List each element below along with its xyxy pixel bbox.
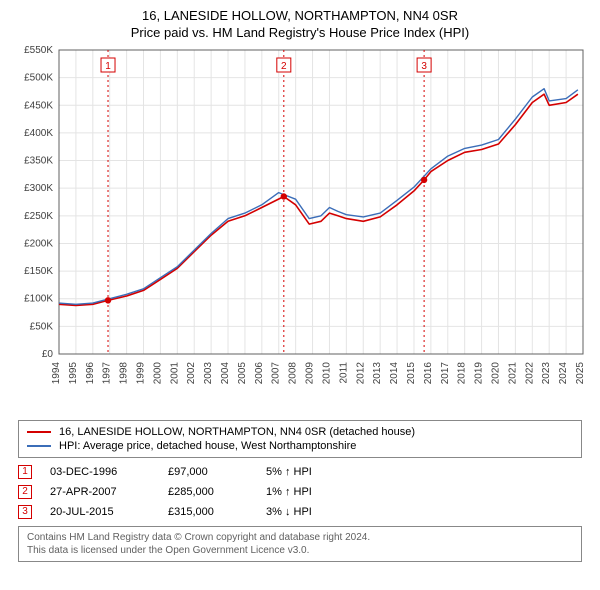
svg-text:£200K: £200K — [24, 238, 53, 249]
svg-text:£100K: £100K — [24, 294, 53, 305]
svg-text:£300K: £300K — [24, 183, 53, 194]
legend-row-property: 16, LANESIDE HOLLOW, NORTHAMPTON, NN4 0S… — [27, 425, 573, 439]
svg-text:1999: 1999 — [136, 362, 147, 385]
svg-text:2023: 2023 — [541, 362, 552, 385]
svg-text:2001: 2001 — [169, 362, 180, 385]
svg-text:2011: 2011 — [338, 362, 349, 384]
svg-text:2013: 2013 — [372, 362, 383, 385]
event-price-1: £97,000 — [168, 466, 248, 478]
legend-label-property: 16, LANESIDE HOLLOW, NORTHAMPTON, NN4 0S… — [59, 426, 415, 438]
event-date-2: 27-APR-2007 — [50, 486, 150, 498]
svg-text:2003: 2003 — [203, 362, 214, 385]
chart-container: 16, LANESIDE HOLLOW, NORTHAMPTON, NN4 0S… — [0, 0, 600, 590]
svg-text:2025: 2025 — [575, 362, 586, 385]
svg-text:£50K: £50K — [30, 321, 54, 332]
footer-line1: Contains HM Land Registry data © Crown c… — [27, 531, 573, 544]
chart-area: £0 £50K £100K £150K £200K £250K £300K £350K £400… — [11, 46, 589, 414]
svg-text:1995: 1995 — [68, 362, 79, 385]
svg-text:3: 3 — [421, 61, 427, 72]
title-subtitle: Price paid vs. HM Land Registry's House … — [10, 25, 590, 40]
svg-text:2007: 2007 — [271, 362, 282, 385]
event-delta-1: 5% ↑ HPI — [266, 466, 366, 478]
svg-text:2: 2 — [281, 61, 287, 72]
svg-text:2004: 2004 — [220, 362, 231, 385]
svg-text:2010: 2010 — [321, 362, 332, 385]
legend-row-hpi: HPI: Average price, detached house, West… — [27, 439, 573, 453]
svg-text:2021: 2021 — [507, 362, 518, 385]
svg-text:2017: 2017 — [440, 362, 451, 385]
footer-line2: This data is licensed under the Open Gov… — [27, 544, 573, 557]
svg-text:2012: 2012 — [355, 362, 366, 385]
svg-text:2015: 2015 — [406, 362, 417, 385]
event-marker-3: 3 — [18, 505, 32, 519]
svg-text:£350K: £350K — [24, 156, 53, 167]
svg-text:2020: 2020 — [490, 362, 501, 385]
svg-text:£150K: £150K — [24, 266, 53, 277]
title-address: 16, LANESIDE HOLLOW, NORTHAMPTON, NN4 0S… — [10, 8, 590, 23]
svg-text:2022: 2022 — [524, 362, 535, 385]
svg-text:£250K: £250K — [24, 211, 53, 222]
event-date-3: 20-JUL-2015 — [50, 506, 150, 518]
event-row-2: 2 27-APR-2007 £285,000 1% ↑ HPI — [18, 482, 582, 502]
svg-text:1997: 1997 — [102, 362, 113, 385]
event-row-3: 3 20-JUL-2015 £315,000 3% ↓ HPI — [18, 502, 582, 522]
svg-text:2018: 2018 — [457, 362, 468, 385]
legend-swatch-property — [27, 431, 51, 433]
svg-text:£550K: £550K — [24, 46, 53, 56]
events-table: 1 03-DEC-1996 £97,000 5% ↑ HPI 2 27-APR-… — [18, 462, 582, 522]
title-block: 16, LANESIDE HOLLOW, NORTHAMPTON, NN4 0S… — [10, 8, 590, 40]
event-price-2: £285,000 — [168, 486, 248, 498]
svg-text:2000: 2000 — [152, 362, 163, 385]
event-delta-3: 3% ↓ HPI — [266, 506, 366, 518]
svg-text:2005: 2005 — [237, 362, 248, 385]
event-date-1: 03-DEC-1996 — [50, 466, 150, 478]
legend-label-hpi: HPI: Average price, detached house, West… — [59, 440, 356, 452]
svg-text:£450K: £450K — [24, 100, 53, 111]
line-chart-svg: £0 £50K £100K £150K £200K £250K £300K £350K £400… — [11, 46, 589, 414]
svg-text:2016: 2016 — [423, 362, 434, 385]
event-delta-2: 1% ↑ HPI — [266, 486, 366, 498]
svg-text:£400K: £400K — [24, 128, 53, 139]
event-marker-1: 1 — [18, 465, 32, 479]
svg-text:2024: 2024 — [558, 362, 569, 385]
svg-text:1994: 1994 — [51, 362, 62, 385]
svg-text:2002: 2002 — [186, 362, 197, 385]
event-marker-2: 2 — [18, 485, 32, 499]
svg-text:1998: 1998 — [119, 362, 130, 385]
legend-swatch-hpi — [27, 445, 51, 447]
event-row-1: 1 03-DEC-1996 £97,000 5% ↑ HPI — [18, 462, 582, 482]
svg-text:2006: 2006 — [254, 362, 265, 385]
svg-text:2019: 2019 — [474, 362, 485, 385]
svg-text:£500K: £500K — [24, 73, 53, 84]
svg-text:1996: 1996 — [85, 362, 96, 385]
legend: 16, LANESIDE HOLLOW, NORTHAMPTON, NN4 0S… — [18, 420, 582, 458]
svg-text:£0: £0 — [42, 349, 54, 360]
svg-text:2009: 2009 — [305, 362, 316, 385]
svg-text:2014: 2014 — [389, 362, 400, 385]
svg-text:1: 1 — [105, 61, 111, 72]
footer-attribution: Contains HM Land Registry data © Crown c… — [18, 526, 582, 562]
event-price-3: £315,000 — [168, 506, 248, 518]
svg-text:2008: 2008 — [288, 362, 299, 385]
